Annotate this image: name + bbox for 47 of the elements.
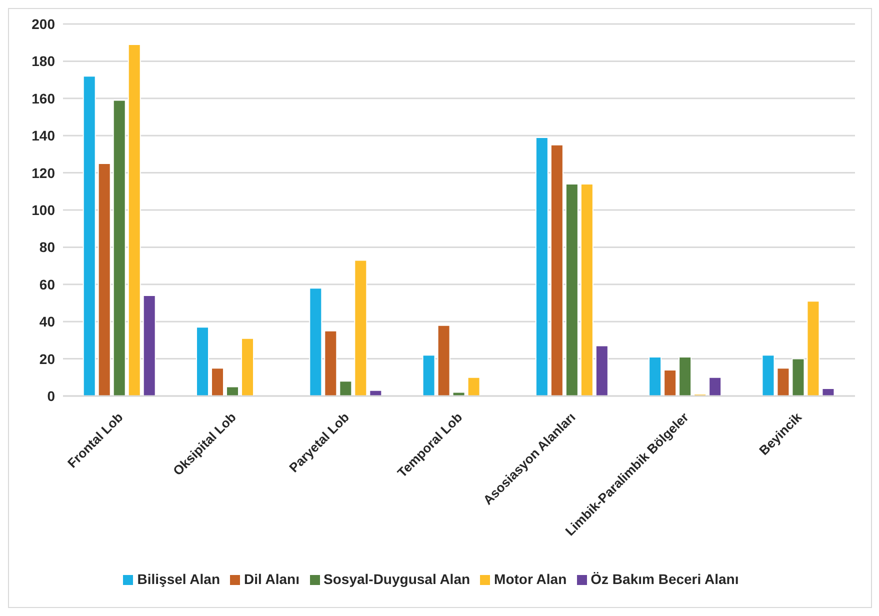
bar (142, 295, 156, 396)
bar (565, 183, 578, 396)
bar (354, 260, 368, 396)
bar (535, 136, 548, 396)
y-tick-label: 180 (32, 53, 56, 70)
bar (822, 388, 835, 396)
bar (211, 368, 224, 396)
bar (595, 345, 608, 396)
bar (112, 100, 126, 396)
y-tick-label: 100 (32, 202, 56, 218)
y-tick-label: 160 (32, 90, 56, 106)
bar (128, 44, 141, 396)
bar (664, 369, 677, 396)
bar (762, 354, 775, 396)
legend-label: Sosyal-Duygusal Alan (324, 571, 470, 587)
legend-label: Dil Alanı (244, 571, 300, 587)
bar (309, 288, 322, 396)
bar (792, 358, 805, 396)
bar (776, 368, 790, 396)
y-tick-label: 40 (39, 314, 56, 330)
bar (708, 376, 722, 396)
y-tick-label: 20 (39, 350, 56, 367)
bar (339, 380, 352, 396)
bar (226, 386, 240, 396)
bar (648, 356, 662, 396)
y-tick-label: 140 (32, 128, 56, 144)
bar (369, 390, 382, 396)
bar (580, 183, 594, 396)
y-tick-label: 120 (32, 164, 56, 181)
legend-label: Bilişsel Alan (137, 571, 220, 587)
bar (806, 300, 820, 396)
bar (82, 76, 96, 396)
bar (422, 354, 436, 396)
bar (241, 338, 254, 396)
bar (550, 144, 564, 396)
bar (196, 326, 210, 396)
bar (437, 324, 450, 396)
y-tick-label: 200 (32, 16, 56, 32)
y-tick-label: 0 (47, 388, 56, 404)
bar (467, 376, 480, 396)
bar (678, 356, 692, 396)
bar (98, 163, 111, 396)
y-tick-label: 60 (39, 276, 56, 292)
y-tick-label: 80 (39, 239, 56, 256)
bar (324, 330, 338, 396)
legend-label: Motor Alan (494, 571, 567, 587)
legend-label: Öz Bakım Beceri Alanı (590, 571, 739, 587)
